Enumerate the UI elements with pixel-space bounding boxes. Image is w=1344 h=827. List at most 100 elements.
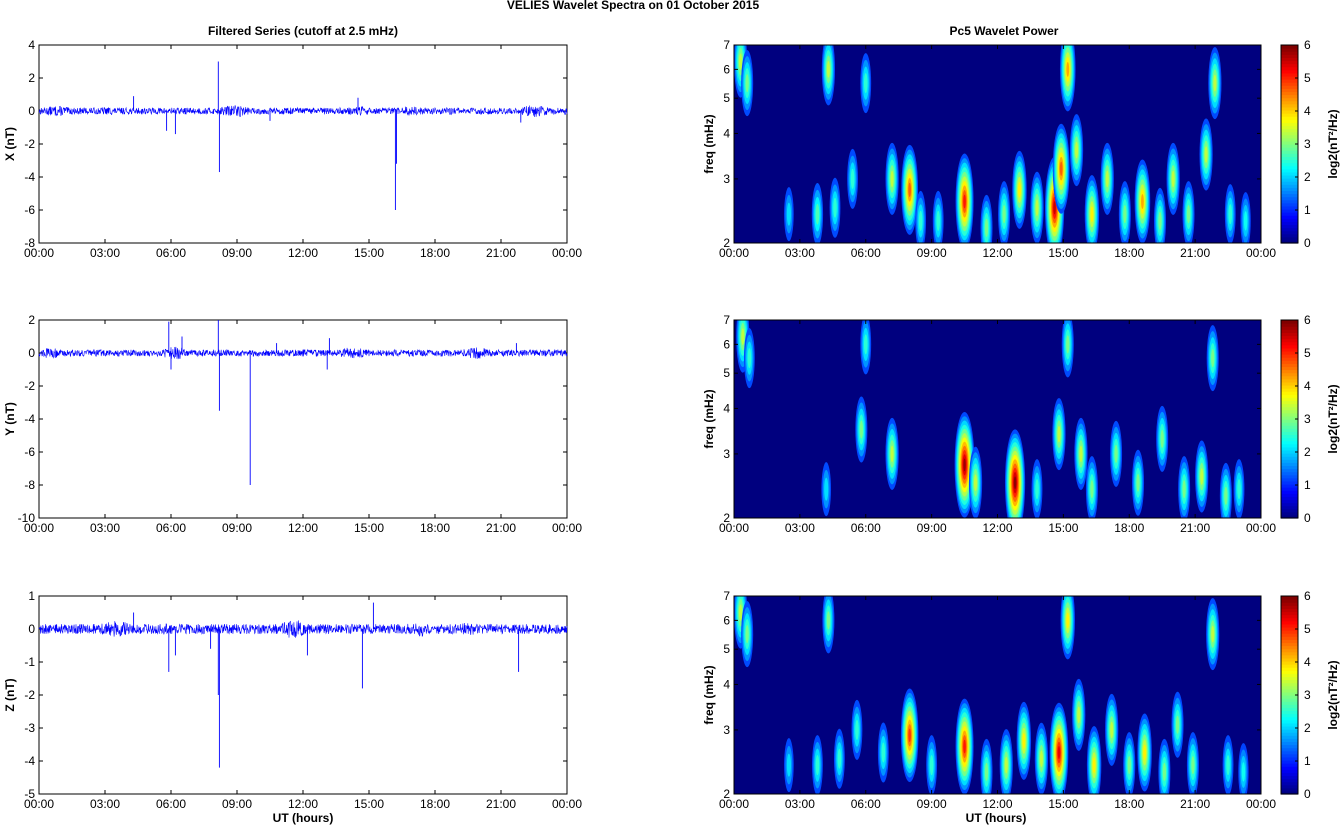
x-tick-label: 15:00 — [1048, 521, 1078, 535]
colorbar-swatch — [1281, 419, 1298, 423]
colorbar-swatch — [1281, 437, 1298, 442]
plot-frame — [38, 44, 568, 244]
colorbar-swatch — [1281, 651, 1298, 656]
y-tick-label: 4 — [723, 126, 730, 140]
x-tick-label: 03:00 — [90, 246, 120, 260]
signal-trace — [38, 105, 568, 118]
colorbar-swatch — [1281, 335, 1298, 340]
colorbar-swatch — [1281, 341, 1298, 346]
power-contour — [1002, 205, 1006, 224]
x-tick-label: 00:00 — [1246, 521, 1276, 535]
power-contour — [1066, 612, 1070, 629]
colorbar-swatch — [1281, 719, 1298, 724]
colorbar-swatch — [1281, 375, 1298, 380]
power-peak — [784, 738, 794, 793]
power-contour — [747, 348, 752, 369]
colorbar-swatch — [1281, 415, 1298, 420]
y-tick-label: 5 — [723, 642, 730, 656]
y-tick-label: 2 — [28, 71, 35, 85]
z-series-chart: -5 -4 -3 -2 -1 0 1 00:00 03:00 06:00 09:00 12:00 15:… — [3, 589, 582, 811]
z-power-chart: 2 3 4 5 6 7 00:00 03:00 06:00 09:00 12:00 15:00 18:0… — [702, 589, 1340, 811]
y-tick-label: -4 — [24, 754, 35, 768]
colorbar-swatch — [1281, 403, 1298, 408]
colorbar-swatch — [1281, 366, 1298, 371]
x-tick-label: 00:00 — [1246, 246, 1276, 260]
power-contour — [1186, 205, 1191, 224]
colorbar-swatch — [1281, 394, 1298, 398]
y-axis-label: freq (mHz) — [702, 114, 716, 173]
colorbar: 0 1 2 3 4 5 6 log2(nT²/Hz) — [1280, 589, 1340, 801]
colorbar-tick-label: 2 — [1304, 721, 1311, 735]
power-peak — [1206, 598, 1220, 671]
y-tick-label: 6 — [723, 62, 730, 76]
y-tick-label: 3 — [723, 172, 730, 186]
colorbar-swatch — [1281, 125, 1298, 130]
x-tick-label: 06:00 — [156, 246, 186, 260]
power-peak — [955, 153, 974, 243]
y-tick-label: 0 — [28, 622, 35, 636]
power-peak — [980, 194, 993, 243]
colorbar-swatch — [1281, 162, 1298, 167]
power-peak — [1012, 150, 1027, 229]
power-peak — [1086, 726, 1102, 794]
colorbar-tick-label: 4 — [1304, 104, 1311, 118]
colorbar-swatch — [1281, 397, 1298, 402]
power-contour — [1243, 211, 1248, 231]
power-contour — [984, 762, 989, 781]
colorbar-swatch — [1281, 202, 1298, 207]
colorbar-tick-label: 1 — [1304, 203, 1311, 217]
power-contour — [963, 194, 966, 209]
x-tick-label: 00:00 — [552, 521, 582, 535]
y-tick-label: 2 — [723, 511, 730, 525]
colorbar-swatch — [1281, 116, 1298, 120]
x-tick-label: 00:00 — [1246, 797, 1276, 811]
colorbar-swatch — [1281, 428, 1298, 432]
colorbar-tick-label: 4 — [1304, 655, 1311, 669]
power-peak — [1118, 181, 1131, 243]
power-contour — [1175, 715, 1180, 734]
power-peak — [811, 182, 824, 243]
colorbar-swatch — [1281, 657, 1298, 662]
power-peak — [784, 187, 794, 242]
power-peak — [1074, 417, 1088, 490]
power-contour — [1035, 479, 1039, 500]
y-tick-label: 7 — [723, 38, 730, 52]
x-tick-label: 21:00 — [486, 797, 516, 811]
colorbar-swatch — [1281, 153, 1298, 157]
power-contour — [859, 420, 863, 439]
x-tick-label: 09:00 — [917, 797, 947, 811]
colorbar-swatch — [1281, 193, 1298, 198]
colorbar-swatch — [1281, 184, 1298, 188]
power-peak — [1084, 175, 1100, 243]
power-peak — [855, 396, 868, 463]
colorbar-swatch — [1281, 667, 1298, 671]
power-contour — [837, 748, 842, 769]
power-peak — [847, 148, 858, 209]
power-peak — [1105, 693, 1119, 766]
power-contour — [1022, 733, 1026, 749]
power-contour — [1090, 206, 1094, 222]
power-contour — [1224, 486, 1228, 505]
power-peak — [1061, 320, 1074, 378]
power-peak — [1195, 440, 1209, 513]
power-contour — [1018, 182, 1021, 198]
power-contour — [1110, 721, 1114, 739]
colorbar-swatch — [1281, 75, 1298, 80]
colorbar-swatch — [1281, 468, 1298, 473]
x-tick-label: 00:00 — [552, 246, 582, 260]
colorbar-swatch — [1281, 174, 1298, 179]
y-tick-label: 2 — [28, 313, 35, 327]
colorbar-swatch — [1281, 165, 1298, 170]
colorbar-swatch — [1281, 729, 1298, 733]
colorbar-swatch — [1281, 113, 1298, 117]
right-xlabel: UT (hours) — [966, 811, 1027, 825]
colorbar-tick-label: 6 — [1304, 38, 1311, 52]
colorbar-swatch — [1281, 409, 1298, 414]
y-tick-label: -10 — [18, 511, 36, 525]
colorbar-swatch — [1281, 440, 1298, 445]
power-peak — [1206, 325, 1219, 392]
x-tick-label: 09:00 — [917, 521, 947, 535]
colorbar-swatch — [1281, 422, 1298, 426]
colorbar-swatch — [1281, 465, 1298, 470]
colorbar: 0 1 2 3 4 5 6 log2(nT²/Hz) — [1280, 38, 1340, 250]
